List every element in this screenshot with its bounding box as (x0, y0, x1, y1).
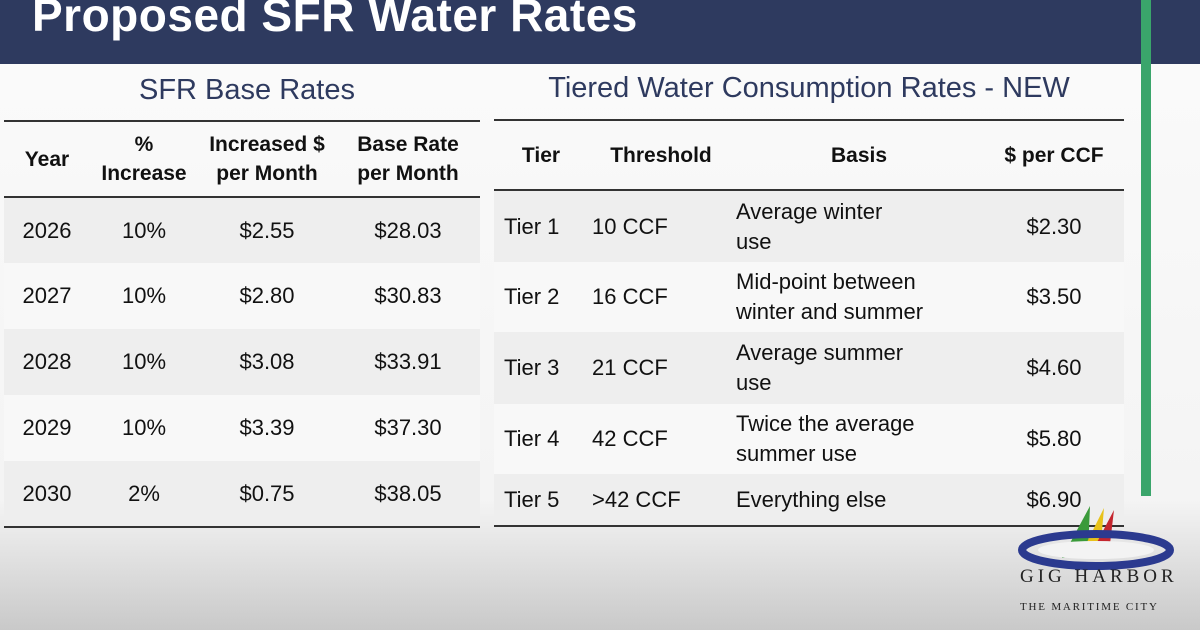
column-header-rate-per-ccf: $ per CCF (984, 119, 1124, 191)
tier-cell: Tier 1 (494, 190, 588, 262)
basis-line: use (736, 370, 772, 395)
increase-cell: $2.55 (198, 197, 336, 263)
table-row: 2030 2% $0.75 $38.05 (4, 461, 480, 528)
accent-rule (1141, 0, 1151, 496)
basis-line: Twice the average (736, 411, 915, 436)
threshold-cell: >42 CCF (588, 474, 734, 527)
rate-cell: $4.60 (984, 332, 1124, 404)
swoosh-inner (1038, 541, 1154, 559)
sail-red-icon (1094, 510, 1114, 548)
table-row: Tier 1 10 CCF Average winter use $2.30 (494, 190, 1124, 262)
table-row: Tier 2 16 CCF Mid-point between winter a… (494, 262, 1124, 332)
base-rates-table: Year % Increase Increased $ per Month Ba… (4, 120, 480, 528)
threshold-cell: 16 CCF (588, 262, 734, 332)
column-header-percent-increase: % Increase (90, 120, 198, 198)
table-row: 2028 10% $3.08 $33.91 (4, 329, 480, 395)
header-label: Base Rate per Month (357, 133, 459, 185)
increase-cell: $2.80 (198, 263, 336, 329)
basis-line: Average summer (736, 340, 904, 365)
swoosh-icon (1018, 530, 1174, 570)
year-cell: 2030 (4, 461, 90, 528)
basis-line: summer use (736, 441, 858, 466)
base-rate-cell: $33.91 (336, 329, 480, 395)
column-header-increased-per-month: Increased $ per Month (198, 120, 336, 198)
percent-cell: 10% (90, 329, 198, 395)
year-cell: 2028 (4, 329, 90, 395)
year-cell: 2027 (4, 263, 90, 329)
column-header-base-rate: Base Rate per Month (336, 120, 480, 198)
table-row: 2027 10% $2.80 $30.83 (4, 263, 480, 329)
rate-cell: $3.50 (984, 262, 1124, 332)
table-row: Tier 4 42 CCF Twice the average summer u… (494, 404, 1124, 474)
table-row: Tier 5 >42 CCF Everything else $6.90 (494, 474, 1124, 527)
column-header-threshold: Threshold (588, 119, 734, 191)
gig-harbor-logo (1018, 506, 1174, 570)
threshold-cell: 21 CCF (588, 332, 734, 404)
basis-cell: Mid-point between winter and summer (734, 262, 984, 332)
year-cell: 2029 (4, 395, 90, 461)
tier-cell: Tier 5 (494, 474, 588, 527)
percent-cell: 10% (90, 395, 198, 461)
basis-line: use (736, 228, 772, 254)
increase-cell: $3.08 (198, 329, 336, 395)
percent-cell: 10% (90, 197, 198, 263)
table-row: 2026 10% $2.55 $28.03 (4, 197, 480, 263)
basis-cell: Average summer use (734, 332, 984, 404)
basis-cell: Twice the average summer use (734, 404, 984, 474)
base-rates-heading: SFR Base Rates (139, 74, 355, 106)
logo-tagline: THE MARITIME CITY (1020, 601, 1159, 613)
base-rate-cell: $28.03 (336, 197, 480, 263)
table-row: Tier 3 21 CCF Average summer use $4.60 (494, 332, 1124, 404)
basis-line: Mid-point between (736, 269, 916, 294)
header-label: % Increase (101, 133, 187, 185)
percent-cell: 10% (90, 263, 198, 329)
tier-cell: Tier 3 (494, 332, 588, 404)
table-row: 2029 10% $3.39 $37.30 (4, 395, 480, 461)
year-cell: 2026 (4, 197, 90, 263)
tiered-rates-table: Tier Threshold Basis $ per CCF Tier 1 10… (494, 119, 1124, 527)
basis-cell: Everything else (734, 474, 984, 527)
column-header-year: Year (4, 120, 90, 198)
base-rate-cell: $38.05 (336, 461, 480, 528)
column-header-tier: Tier (494, 119, 588, 191)
rate-cell: $5.80 (984, 404, 1124, 474)
rate-cell: $6.90 (984, 474, 1124, 527)
threshold-cell: 10 CCF (588, 190, 734, 262)
basis-line: winter and summer (736, 299, 924, 324)
basis-line: Average winter (736, 198, 883, 224)
increase-cell: $3.39 (198, 395, 336, 461)
tier-cell: Tier 2 (494, 262, 588, 332)
increase-cell: $0.75 (198, 461, 336, 528)
base-rate-cell: $30.83 (336, 263, 480, 329)
basis-cell: Average winter use (734, 190, 984, 262)
table-header-row: Tier Threshold Basis $ per CCF (494, 119, 1124, 191)
title-bar: Proposed SFR Water Rates (0, 0, 1200, 64)
basis-line: Everything else (736, 486, 887, 512)
slide-title: Proposed SFR Water Rates (32, 0, 638, 41)
tier-cell: Tier 4 (494, 404, 588, 474)
header-label: Increased $ per Month (209, 133, 325, 185)
percent-cell: 2% (90, 461, 198, 528)
base-rate-cell: $37.30 (336, 395, 480, 461)
column-header-basis: Basis (734, 119, 984, 191)
tiered-rates-heading: Tiered Water Consumption Rates - NEW (548, 72, 1070, 104)
table-header-row: Year % Increase Increased $ per Month Ba… (4, 120, 480, 198)
logo-city-name: GIG HARBOR (1020, 566, 1178, 587)
threshold-cell: 42 CCF (588, 404, 734, 474)
rate-cell: $2.30 (984, 190, 1124, 262)
